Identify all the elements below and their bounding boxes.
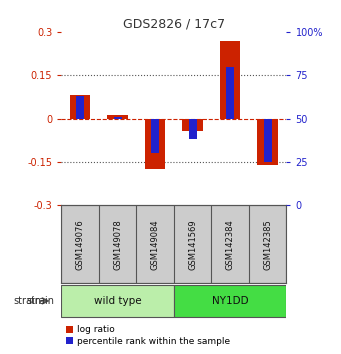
Bar xyxy=(107,115,128,119)
Bar xyxy=(189,119,197,139)
Bar xyxy=(226,67,234,119)
Bar xyxy=(151,119,159,153)
Text: GSM149076: GSM149076 xyxy=(76,219,85,270)
Legend: log ratio, percentile rank within the sample: log ratio, percentile rank within the sa… xyxy=(66,325,230,346)
Text: GSM149084: GSM149084 xyxy=(151,219,160,270)
Text: NY1DD: NY1DD xyxy=(212,296,249,306)
Text: wild type: wild type xyxy=(94,296,142,306)
Bar xyxy=(70,95,90,119)
Text: GSM149078: GSM149078 xyxy=(113,219,122,270)
Text: strain: strain xyxy=(14,296,42,306)
Title: GDS2826 / 17c7: GDS2826 / 17c7 xyxy=(123,18,225,31)
Bar xyxy=(257,119,278,165)
Bar xyxy=(264,119,272,162)
Bar xyxy=(220,41,240,119)
Bar xyxy=(76,96,84,119)
Bar xyxy=(145,119,165,169)
Text: strain: strain xyxy=(27,296,55,306)
Text: GSM142384: GSM142384 xyxy=(226,219,235,270)
Text: GSM142385: GSM142385 xyxy=(263,219,272,270)
Text: GSM141569: GSM141569 xyxy=(188,219,197,270)
Bar xyxy=(61,285,174,317)
Bar xyxy=(182,119,203,131)
Bar xyxy=(114,117,122,119)
Bar xyxy=(174,285,286,317)
